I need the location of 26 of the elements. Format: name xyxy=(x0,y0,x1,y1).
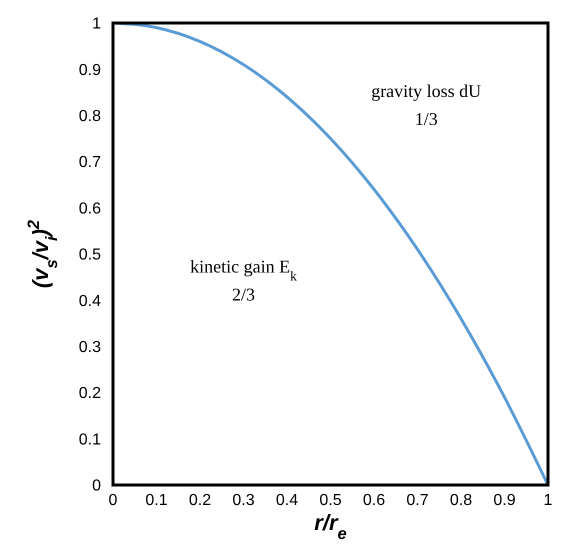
x-axis-title: r/r$_{e}$ xyxy=(314,510,347,543)
y-tick-label: 0.7 xyxy=(78,154,102,172)
y-tick-label: 0.6 xyxy=(78,200,102,218)
x-tick-label: 0 xyxy=(108,492,118,509)
x-tick-label: 0.4 xyxy=(276,492,298,509)
y-tick-label: 0.5 xyxy=(78,246,102,264)
y-tick-label: 1 xyxy=(92,16,102,33)
x-tick-label: 0.6 xyxy=(362,492,386,509)
x-tick-label: 0.9 xyxy=(493,492,516,509)
x-tick-label: 0.5 xyxy=(319,492,342,509)
line-series xyxy=(112,22,550,486)
x-tick-label: 0.8 xyxy=(450,492,472,509)
text: kinetic gain E$_{k}$ 2/3 xyxy=(190,256,297,304)
x-tick-label: 0.3 xyxy=(232,492,255,509)
y-tick-label: 0.3 xyxy=(78,339,102,356)
y-tick-label: 0.9 xyxy=(78,62,102,79)
x-tick-label: 0.1 xyxy=(145,492,168,509)
y-tick-label: 0.4 xyxy=(78,292,102,310)
y-tick-label: 0.8 xyxy=(78,108,102,125)
y-tick-label: 0 xyxy=(92,478,102,495)
x-tick-label: 1 xyxy=(544,492,553,509)
annotation: gravity loss dU 1/3 xyxy=(371,80,482,129)
y-tick-label: 0.1 xyxy=(78,431,102,448)
x-tick-label: 0.2 xyxy=(188,492,212,509)
x-tick-label: 0.7 xyxy=(406,492,429,509)
y-tick-label: 0.2 xyxy=(78,385,102,402)
